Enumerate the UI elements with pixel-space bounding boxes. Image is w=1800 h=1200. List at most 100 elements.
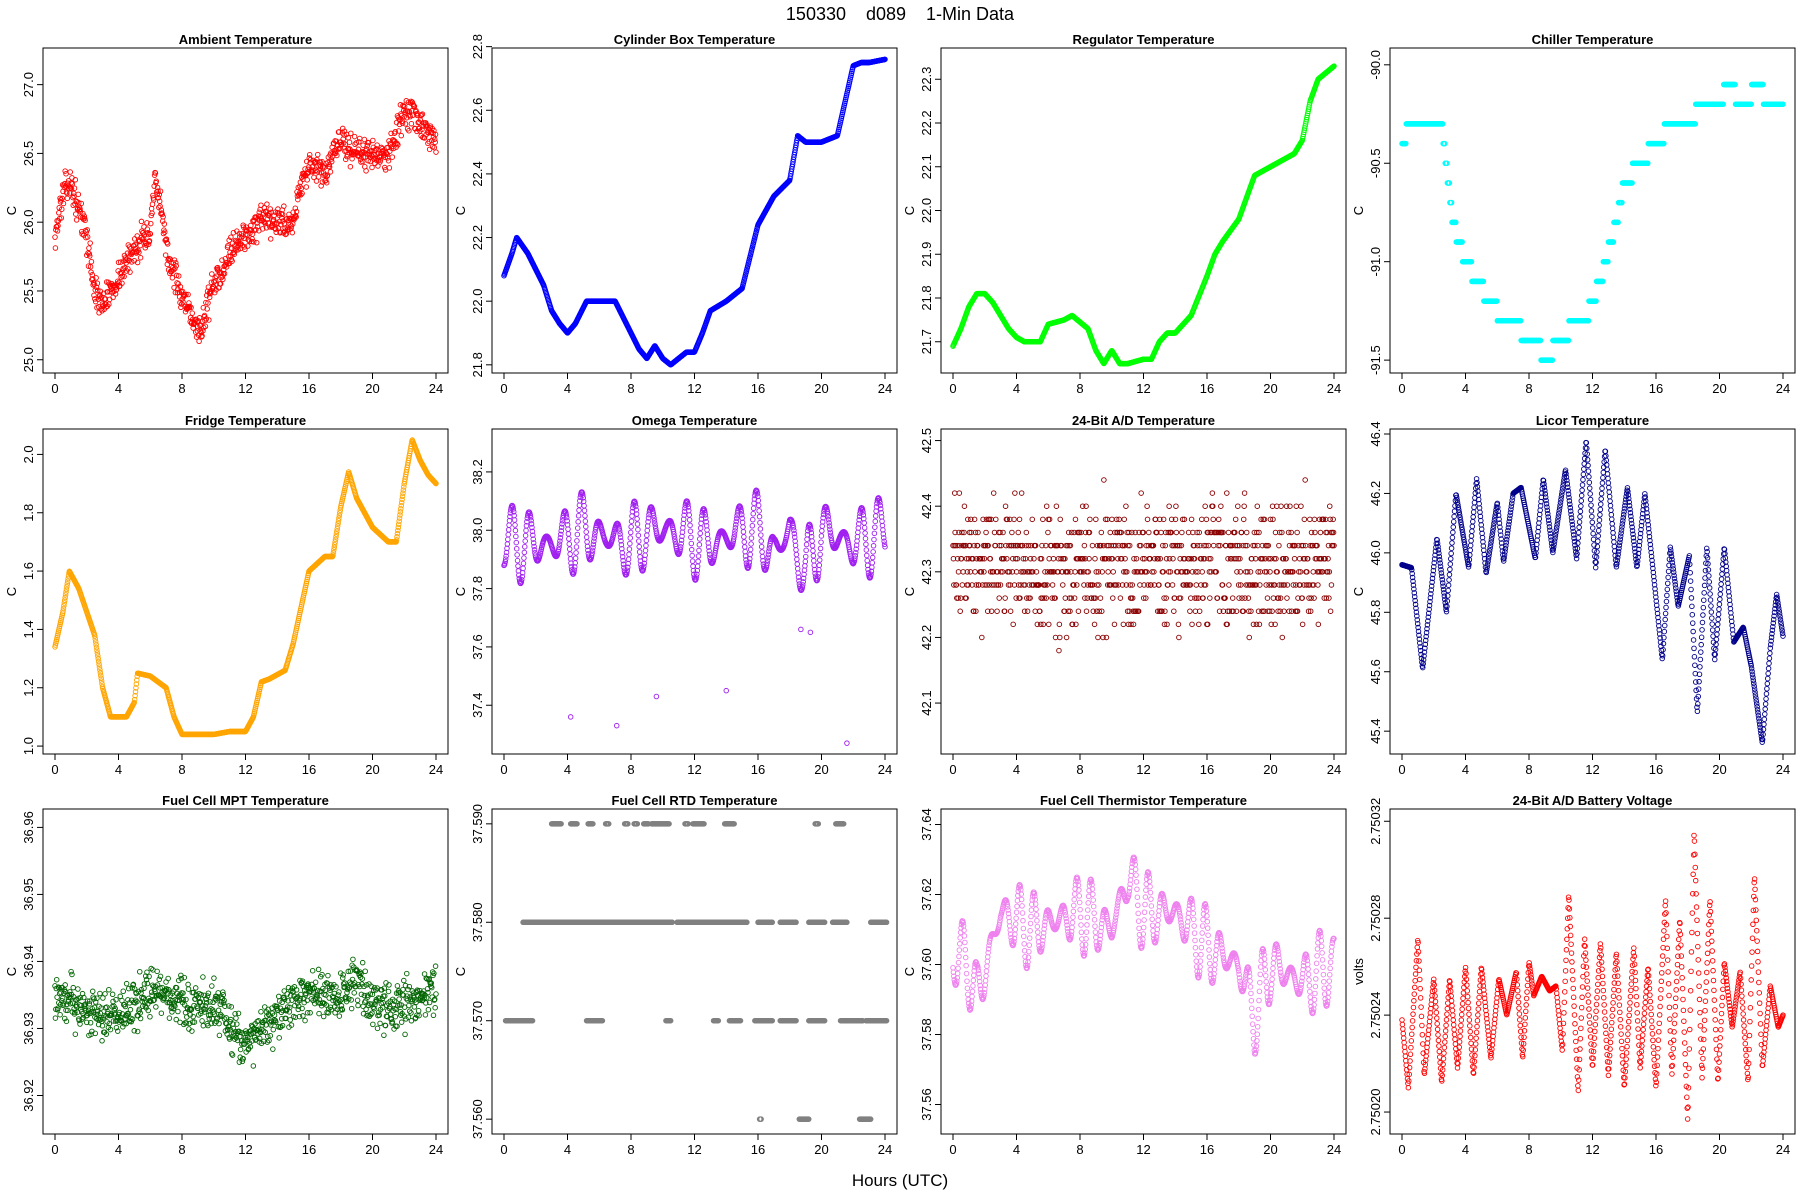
- data-point: [221, 270, 228, 277]
- data-point: [514, 557, 521, 564]
- chart-title: Fridge Temperature: [185, 413, 306, 428]
- x-tick-label: 4: [115, 381, 122, 396]
- y-tick-label: 22.8: [470, 34, 485, 59]
- data-point: [576, 507, 582, 513]
- data-point: [217, 281, 224, 287]
- data-points: [1399, 81, 1786, 363]
- data-point: [69, 181, 76, 187]
- data-point: [73, 211, 79, 217]
- data-point: [298, 185, 304, 192]
- data-point: [121, 273, 127, 280]
- data-point: [522, 543, 528, 550]
- data-point: [583, 529, 589, 535]
- data-point: [635, 526, 641, 533]
- data-point: [110, 294, 116, 301]
- data-point: [583, 523, 589, 530]
- x-tick-label: 0: [500, 381, 507, 396]
- data-point: [161, 221, 168, 227]
- data-point: [173, 272, 180, 279]
- data-point: [59, 206, 65, 212]
- data-point: [204, 306, 210, 312]
- data-point: [68, 180, 74, 186]
- data-point: [328, 156, 335, 162]
- data-point: [398, 112, 405, 119]
- data-point: [292, 205, 299, 211]
- data-point: [322, 178, 328, 184]
- data-point: [60, 200, 67, 207]
- data-point: [242, 246, 248, 253]
- data-point: [138, 218, 145, 225]
- data-point: [342, 156, 349, 163]
- data-point: [387, 148, 393, 154]
- data-point: [426, 146, 433, 153]
- data-point: [418, 112, 425, 118]
- data-point: [56, 210, 62, 216]
- data-point: [513, 539, 520, 546]
- y-tick-label: 21.8: [919, 285, 934, 310]
- x-tick-label: 0: [1398, 381, 1405, 396]
- data-point: [72, 177, 79, 183]
- data-point: [220, 276, 226, 283]
- data-point: [92, 296, 98, 302]
- data-point: [348, 130, 354, 137]
- data-point: [284, 216, 290, 222]
- data-point: [626, 546, 633, 552]
- data-point: [75, 191, 82, 198]
- data-point: [170, 267, 177, 273]
- data-point: [261, 204, 268, 211]
- y-tick-label: 22.6: [470, 98, 485, 123]
- data-point: [211, 278, 218, 285]
- y-tick-label: 22.3: [919, 67, 934, 92]
- data-point: [212, 289, 218, 296]
- chart-title: Ambient Temperature: [179, 32, 312, 47]
- data-point: [78, 200, 85, 207]
- x-tick-label: 16: [751, 381, 765, 396]
- data-point: [117, 259, 124, 265]
- data-point: [94, 280, 101, 286]
- y-axis-label: C: [1351, 206, 1366, 215]
- x-tick-label: 12: [238, 381, 252, 396]
- data-point: [504, 541, 511, 547]
- data-point: [566, 541, 573, 547]
- data-point: [505, 536, 511, 543]
- chart-title: Omega Temperature: [632, 413, 757, 428]
- x-tick-label: 4: [1013, 381, 1020, 396]
- x-tick-label: 0: [51, 762, 58, 777]
- data-point: [241, 244, 248, 250]
- data-point: [155, 194, 162, 201]
- data-point: [574, 525, 581, 531]
- data-point: [148, 205, 155, 212]
- y-axis: 1.01.21.41.61.82.0: [21, 445, 43, 755]
- x-tick-label: 0: [949, 381, 956, 396]
- y-tick-label: 21.9: [919, 242, 934, 267]
- data-point: [395, 142, 401, 148]
- data-point: [389, 154, 396, 160]
- data-points: [52, 437, 439, 738]
- data-point: [375, 163, 381, 169]
- x-tick-label: 16: [1649, 381, 1663, 396]
- data-point: [342, 141, 349, 147]
- data-point: [515, 563, 521, 569]
- data-point: [206, 294, 213, 301]
- data-point: [629, 513, 635, 519]
- data-point: [203, 299, 209, 306]
- y-axis: -90.0-90.5-91.0-91.5: [1368, 50, 1390, 375]
- y-tick-label: 25.0: [21, 347, 36, 372]
- data-point: [123, 257, 129, 263]
- data-point: [520, 560, 527, 567]
- data-point: [574, 531, 581, 538]
- x-tick-label: 4: [1462, 381, 1469, 396]
- data-point: [407, 113, 413, 120]
- data-point: [205, 300, 211, 306]
- data-point: [196, 338, 202, 345]
- data-point: [114, 278, 121, 285]
- data-point: [365, 140, 372, 146]
- data-point: [245, 237, 252, 243]
- data-point: [627, 535, 634, 541]
- data-point: [154, 191, 160, 197]
- data-point: [152, 170, 159, 176]
- page-title: 150330 d089 1-Min Data: [785, 4, 1015, 24]
- y-tick-label: 22.1: [919, 154, 934, 179]
- data-point: [581, 507, 588, 514]
- x-tick-label: 16: [302, 381, 316, 396]
